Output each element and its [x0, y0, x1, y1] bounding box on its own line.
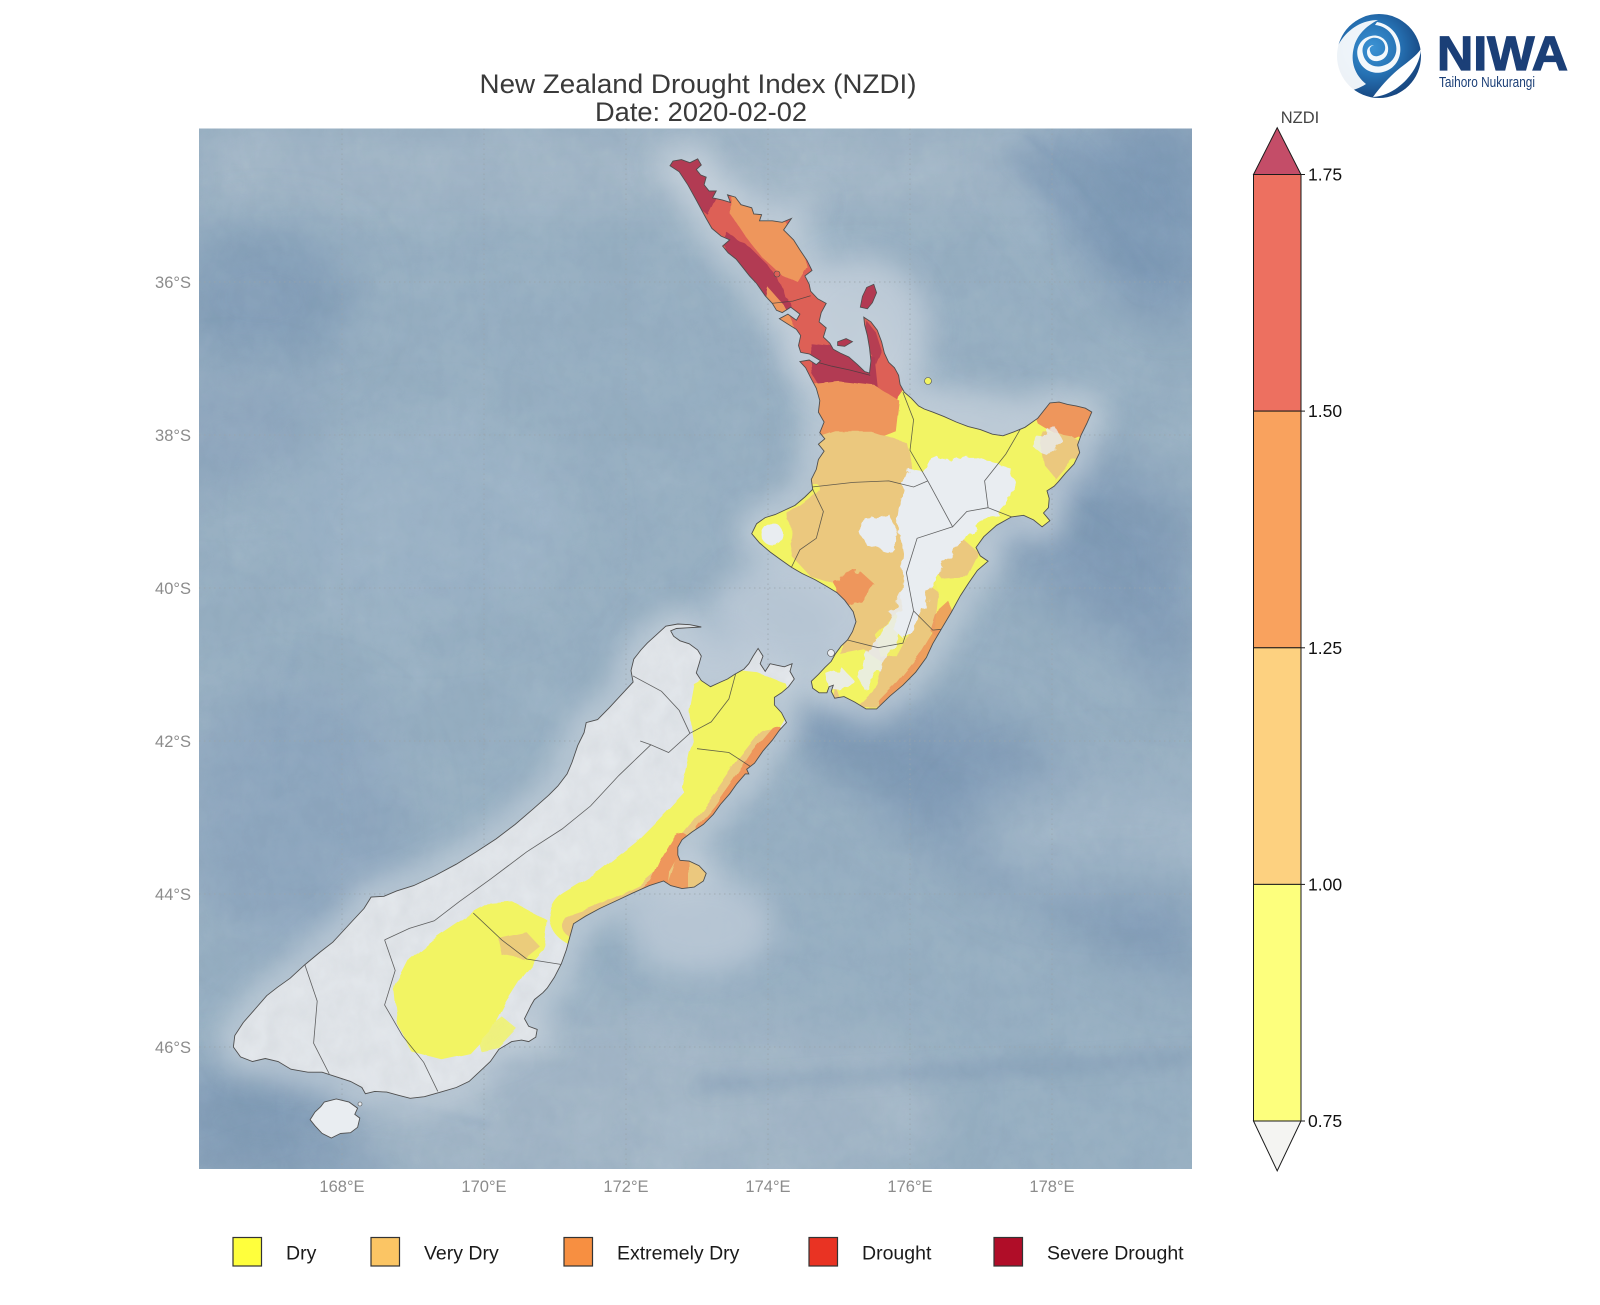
svg-text:1.00: 1.00	[1308, 874, 1342, 894]
svg-text:168°E: 168°E	[319, 1178, 364, 1196]
svg-text:170°E: 170°E	[461, 1178, 506, 1196]
svg-text:36°S: 36°S	[155, 274, 191, 292]
svg-text:Dry: Dry	[286, 1243, 317, 1265]
svg-text:1.50: 1.50	[1308, 401, 1342, 421]
svg-text:172°E: 172°E	[603, 1178, 648, 1196]
svg-text:NIWA: NIWA	[1437, 28, 1568, 81]
svg-text:42°S: 42°S	[155, 733, 191, 751]
svg-text:Drought: Drought	[862, 1243, 932, 1265]
svg-text:Very Dry: Very Dry	[424, 1243, 499, 1265]
svg-text:New Zealand Drought Index (NZD: New Zealand Drought Index (NZDI)	[480, 69, 917, 99]
svg-text:178°E: 178°E	[1029, 1178, 1074, 1196]
svg-text:40°S: 40°S	[155, 580, 191, 598]
svg-text:0.75: 0.75	[1308, 1111, 1342, 1131]
svg-text:Extremely Dry: Extremely Dry	[617, 1243, 740, 1265]
svg-text:174°E: 174°E	[745, 1178, 790, 1196]
svg-text:NZDI: NZDI	[1281, 109, 1320, 127]
svg-text:44°S: 44°S	[155, 886, 191, 904]
svg-text:38°S: 38°S	[155, 427, 191, 445]
svg-text:46°S: 46°S	[155, 1039, 191, 1057]
svg-text:1.75: 1.75	[1308, 165, 1342, 185]
svg-text:1.25: 1.25	[1308, 638, 1342, 658]
svg-text:Taihoro Nukurangi: Taihoro Nukurangi	[1439, 74, 1535, 91]
svg-text:Date: 2020-02-02: Date: 2020-02-02	[595, 97, 807, 127]
svg-text:176°E: 176°E	[887, 1178, 932, 1196]
svg-text:Severe Drought: Severe Drought	[1047, 1243, 1184, 1265]
